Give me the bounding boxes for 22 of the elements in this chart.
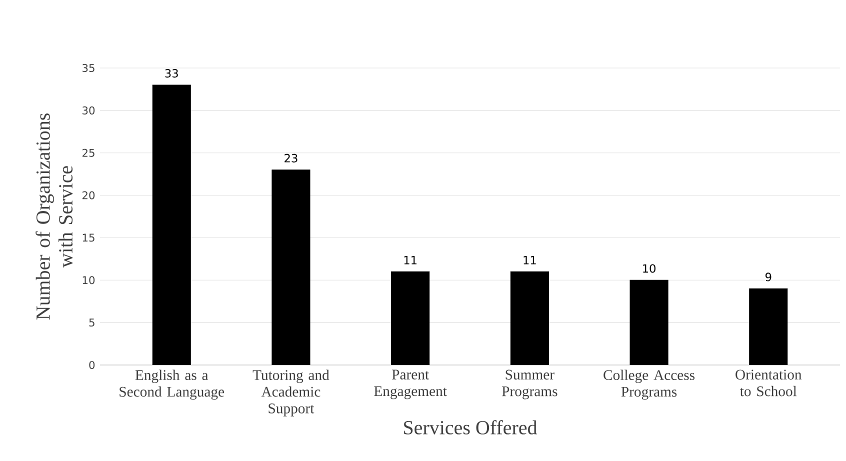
y-axis-title: Number of Organizations with Service [36, 114, 73, 320]
data-label: 11 [524, 256, 536, 264]
x-tick-label: Orientation to School [736, 370, 802, 396]
y-tick-label: 35 [82, 64, 94, 72]
x-axis-title: Services Offered [404, 420, 538, 434]
y-tick-label: 30 [82, 106, 95, 114]
y-tick-label: 25 [82, 148, 94, 157]
y-tick-label: 10 [82, 276, 95, 284]
x-tick-label: English as a Second Language [120, 370, 224, 400]
data-label: 33 [165, 69, 178, 78]
x-tick-label: College Access Programs [604, 370, 695, 400]
x-tick-label: Tutoring and Academic Support [252, 370, 330, 416]
data-label: 23 [284, 154, 298, 162]
x-tick-label: Parent Engagement [374, 370, 447, 400]
y-tick-label: 0 [89, 360, 95, 370]
data-label: 11 [404, 256, 416, 264]
y-tick-label: 5 [89, 318, 94, 327]
data-label: 9 [765, 272, 772, 282]
y-tick-label: 15 [82, 234, 94, 242]
data-label: 10 [643, 264, 656, 273]
x-tick-label: Summer Programs [502, 370, 558, 400]
y-tick-label: 20 [82, 191, 95, 200]
